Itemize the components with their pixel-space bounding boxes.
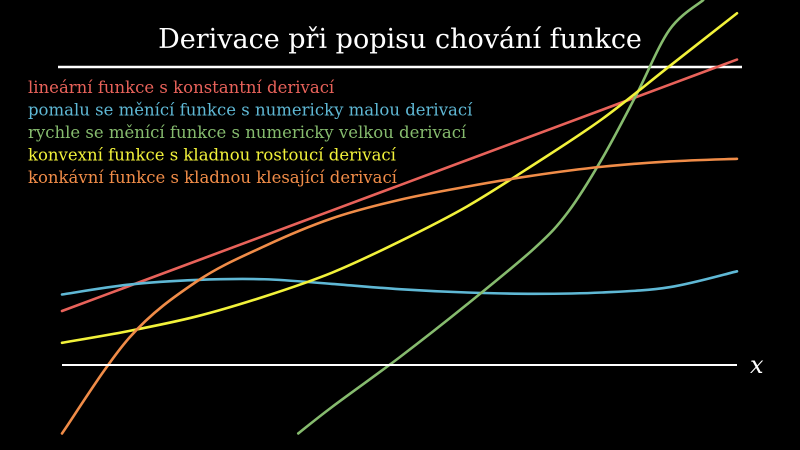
x-axis-label: x — [750, 351, 764, 379]
legend-entry-3: rychle se měnící funkce s numericky velk… — [28, 123, 467, 142]
chart-title: Derivace při popisu chování funkce — [158, 24, 642, 55]
legend-entry-5: konkávní funkce s kladnou klesající deri… — [28, 168, 398, 187]
legend-entry-2: pomalu se měnící funkce s numericky malo… — [28, 101, 473, 120]
legend-entry-1: lineární funkce s konstantní derivací — [28, 78, 335, 97]
legend-entry-4: konvexní funkce s kladnou rostoucí deriv… — [28, 146, 397, 165]
series-line-5 — [60, 157, 739, 435]
series-line-3 — [296, 0, 705, 435]
legend: lineární funkce s konstantní derivací pom… — [28, 78, 473, 187]
series-line-4 — [60, 11, 739, 345]
series-line-2 — [60, 270, 739, 296]
series-layer — [60, 0, 739, 435]
